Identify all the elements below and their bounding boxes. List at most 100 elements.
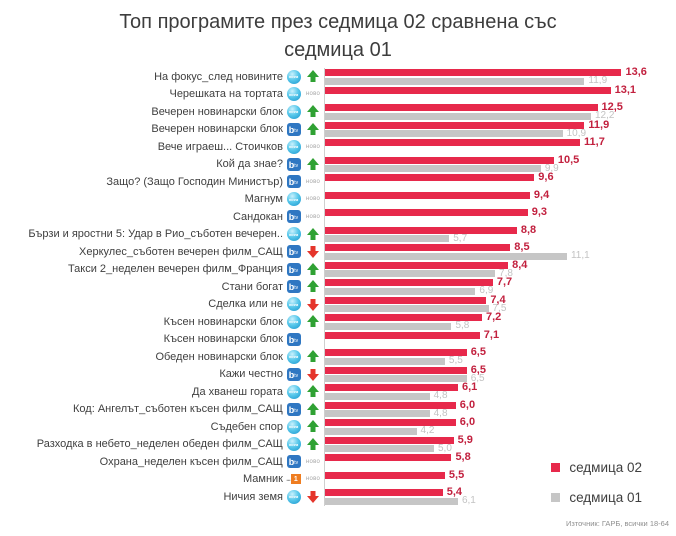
week02-bar-line: 13,1 [325, 84, 676, 95]
bars-area: 7,2 5,8 [324, 312, 676, 331]
week01-bar-line: 4,8 [325, 407, 676, 419]
row-label-area: Код: Ангелът_съботен късен филм_САЩ b tv [0, 401, 324, 419]
program-label: Ничия земя [223, 490, 283, 503]
week01-bar [325, 305, 489, 313]
week02-bar-line: 10,5 [325, 154, 676, 165]
bars-area: 11,9 10,9 [324, 119, 676, 138]
chart-row: Обеден новинарски блок nova 6,5 5,5 [0, 346, 676, 367]
row-label-area: Защо? (Защо Господин Министър) b tv ново [0, 173, 324, 191]
chart-row: Вече играеш... Стоичков nova ново 11,7 [0, 137, 676, 156]
btv-b-glyph: b [288, 124, 295, 135]
bars-area: 9,4 [324, 188, 676, 209]
week02-bar [325, 331, 480, 339]
program-label: Защо? (Защо Господин Министър) [106, 175, 283, 188]
week02-bar [325, 174, 535, 182]
week02-value: 6,5 [470, 363, 486, 376]
week02-bar [325, 86, 611, 94]
week02-value: 9,4 [533, 188, 550, 201]
week02-bar [325, 454, 452, 462]
week01-value: 4,8 [433, 407, 448, 419]
week01-bar [325, 287, 476, 295]
new-badge: ново [305, 143, 321, 150]
channel-icon-slot: nova [286, 104, 301, 119]
trend-up-icon [307, 227, 320, 241]
trend-indicator-slot [304, 350, 322, 363]
bars-area: 6,5 5,5 [324, 346, 676, 367]
new-badge: ново [305, 213, 321, 220]
program-label: Бързи и яростни 5: Удар в Рио_съботен ве… [28, 228, 283, 241]
btv-channel-icon: b tv [286, 175, 301, 189]
week01-bar-line: 5,5 [325, 355, 676, 367]
week01-bar [325, 445, 434, 453]
btv-tv-glyph: tv [294, 460, 299, 467]
week01-bar [325, 270, 496, 278]
week02-bar [325, 121, 585, 129]
row-label-area: Да хванеш гората nova [0, 383, 324, 401]
nova-channel-icon: nova [286, 104, 301, 119]
row-label-area: Сандокан b tv ново [0, 208, 324, 226]
row-label-area: Такси 2_неделен вечерен филм_Франция b tv [0, 261, 324, 279]
trend-indicator-slot [304, 420, 322, 433]
bars-area: 7,4 7,5 [324, 294, 676, 313]
trend-indicator-slot [304, 262, 322, 276]
week02-bar-line: 13,6 [325, 67, 676, 78]
trend-up-icon [307, 385, 320, 398]
btv-b-glyph: b [288, 212, 295, 223]
channel-icon-slot: nova [286, 139, 301, 154]
trend-up-icon [307, 350, 320, 363]
nova-channel-icon: nova [286, 297, 301, 312]
week02-value: 6,5 [470, 346, 486, 359]
channel-icon-slot: nova [286, 314, 301, 329]
channel-icon-slot: nova [286, 227, 301, 242]
week02-value: 12,5 [601, 101, 623, 114]
row-label-area: Съдебен спор nova [0, 418, 324, 436]
chart-row: Бързи и яростни 5: Удар в Рио_съботен ве… [0, 224, 676, 243]
row-label-area: Мамник ... 1 ново [0, 471, 324, 489]
bars-area: 5,8 [324, 452, 676, 471]
trend-indicator-slot [304, 402, 322, 416]
channel-icon-slot: b tv [286, 280, 301, 294]
week01-bar-line: 10,9 [325, 128, 676, 138]
trend-up-icon [307, 315, 320, 328]
row-label-area: Кой да знае? b tv [0, 156, 324, 174]
nova-channel-icon: nova [286, 314, 301, 329]
bnt1-channel-icon: ... 1 [286, 474, 301, 485]
week01-bar [325, 410, 430, 418]
program-label: Късен новинарски блок [163, 333, 283, 346]
nova-channel-icon: nova [286, 489, 301, 504]
week01-value: 6,9 [479, 285, 494, 297]
program-label: Да хванеш гората [192, 385, 283, 398]
week01-bar-line [325, 339, 676, 348]
program-label: Обеден новинарски блок [155, 350, 283, 363]
week01-value: 11,9 [588, 75, 608, 87]
trend-down-icon [307, 490, 320, 504]
program-label: Херкулес_съботен вечерен филм_САЩ [79, 245, 283, 258]
week01-bar-line [325, 94, 676, 103]
program-label: На фокус_след новините [154, 70, 283, 83]
bar-chart: На фокус_след новините nova 13,6 11,9 Че… [0, 67, 676, 506]
week02-value: 6,0 [459, 416, 476, 429]
week01-bar [325, 130, 563, 138]
row-label-area: Обеден новинарски блок nova [0, 348, 324, 366]
week02-bar-line: 6,5 [325, 363, 676, 376]
week01-bar [325, 427, 417, 435]
bars-area: 8,5 11,1 [324, 242, 676, 262]
week02-value: 5,9 [457, 433, 473, 446]
channel-icon-slot: nova [286, 297, 301, 312]
btv-channel-icon: b tv [286, 210, 301, 224]
btv-tv-glyph: tv [294, 162, 299, 169]
week01-bar [325, 252, 567, 260]
legend-item-week02: седмица 02 [551, 460, 642, 475]
channel-icon-slot: nova [286, 384, 301, 399]
week01-value: 4,2 [420, 425, 435, 437]
btv-b-glyph: b [288, 264, 295, 275]
trend-indicator-slot [304, 385, 322, 398]
week01-bar-line: 5,0 [325, 443, 676, 453]
week01-value: 11,1 [570, 250, 590, 262]
week01-bar-line [325, 147, 676, 156]
bars-area: 12,5 12,2 [324, 101, 676, 121]
row-label-area: Сделка или не nova [0, 296, 324, 314]
week02-bar [325, 471, 445, 479]
week01-value: 5,5 [448, 355, 463, 367]
week02-bar-line: 5,4 [325, 487, 676, 498]
